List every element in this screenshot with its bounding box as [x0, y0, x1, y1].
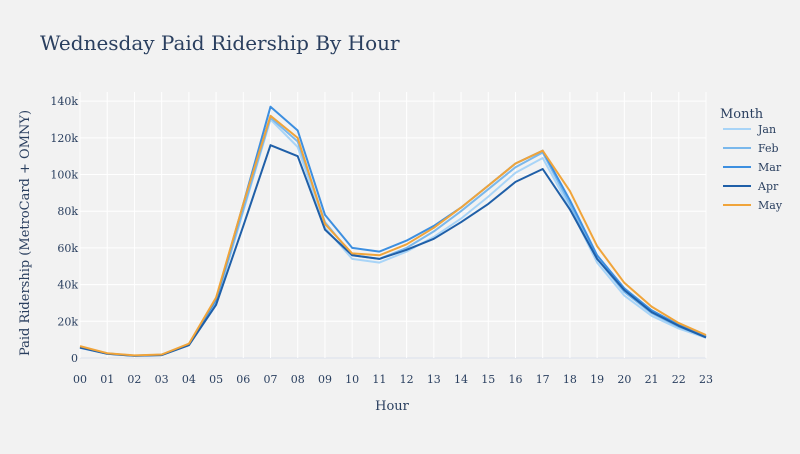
x-tick-label: 09: [318, 373, 332, 386]
x-tick-label: 07: [264, 373, 278, 386]
y-axis-title: Paid Ridership (MetroCard + OMNY): [18, 110, 33, 356]
y-axis-ticks: 0 20k 40k 60k 80k 100k 120k 140k: [50, 95, 78, 365]
x-tick-label: 23: [699, 373, 713, 386]
x-tick-label: 04: [182, 373, 196, 386]
x-tick-label: 20: [617, 373, 631, 386]
y-tick-label: 20k: [57, 315, 78, 328]
x-axis-ticks: 00 01 02 03 04 05 06 07 08 09 10 11 12 13 14 15 16 17 18 19…: [73, 373, 713, 386]
series-line-may: [79, 114, 707, 357]
x-tick-label: 11: [372, 373, 386, 386]
x-axis-title: Hour: [375, 399, 410, 414]
legend-items: Jan Feb Mar Apr May: [723, 123, 783, 212]
legend-label: Feb: [758, 142, 779, 155]
series-line-apr: [79, 144, 707, 357]
y-tick-label: 80k: [57, 205, 78, 218]
x-tick-label: 06: [236, 373, 250, 386]
x-tick-label: 21: [645, 373, 659, 386]
x-tick-label: 14: [454, 373, 468, 386]
y-tick-label: 40k: [57, 279, 78, 292]
x-tick-label: 15: [481, 373, 495, 386]
legend-label: Mar: [758, 161, 782, 174]
x-tick-label: 08: [291, 373, 305, 386]
y-tick-label: 0: [71, 352, 78, 365]
legend-label: Apr: [757, 180, 779, 193]
x-tick-label: 02: [127, 373, 141, 386]
y-tick-label: 60k: [57, 242, 78, 255]
legend-label: May: [758, 199, 783, 212]
legend-title: Month: [720, 107, 764, 122]
x-tick-label: 05: [209, 373, 223, 386]
y-tick-label: 140k: [50, 95, 78, 108]
y-tick-label: 100k: [50, 169, 78, 182]
y-tick-label: 120k: [50, 132, 78, 145]
legend-label: Jan: [757, 123, 776, 136]
x-tick-label: 01: [100, 373, 114, 386]
series-layer: [79, 105, 707, 357]
x-tick-label: 12: [400, 373, 414, 386]
x-tick-label: 10: [345, 373, 359, 386]
x-tick-label: 13: [427, 373, 441, 386]
x-tick-label: 19: [590, 373, 604, 386]
chart-title: Wednesday Paid Ridership By Hour: [40, 31, 400, 55]
x-tick-label: 16: [508, 373, 522, 386]
x-tick-label: 00: [73, 373, 87, 386]
x-tick-label: 22: [672, 373, 686, 386]
x-tick-label: 17: [536, 373, 550, 386]
x-tick-label: 03: [155, 373, 169, 386]
x-tick-label: 18: [563, 373, 577, 386]
legend: Month Jan Feb Mar Apr May: [720, 107, 783, 212]
